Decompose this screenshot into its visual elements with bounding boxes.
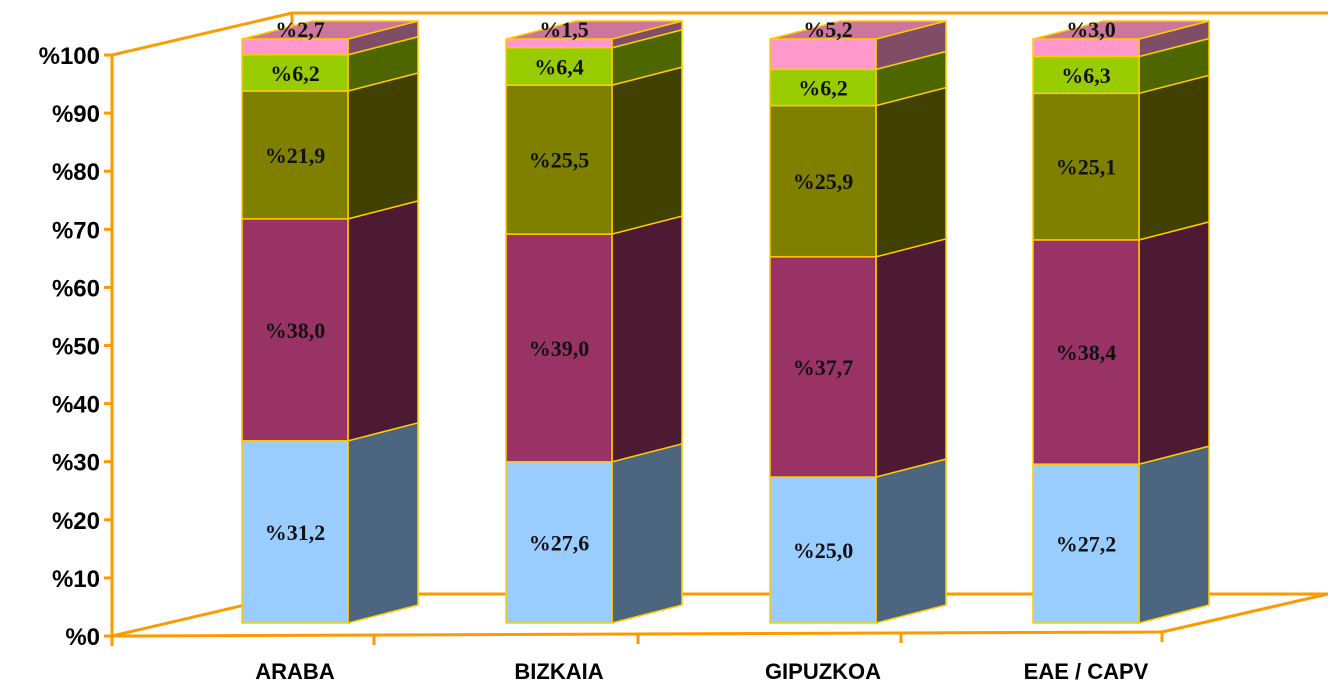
- data-label: %27,6: [529, 530, 590, 555]
- bar-segment: [505, 47, 613, 86]
- bar-segment: [769, 104, 877, 258]
- y-tick-label: %90: [52, 101, 100, 128]
- bar-stack: [769, 20, 947, 624]
- y-tick-label: %0: [65, 624, 100, 651]
- data-label: %25,0: [793, 538, 854, 563]
- data-label: %3,0: [1066, 17, 1116, 42]
- y-tick-label: %60: [52, 275, 100, 302]
- y-axis-ticks: %0 %10 %20 %30 %40 %50 %60 %70 %80 %90 %100: [39, 43, 112, 651]
- data-labels: %31,2 %38,0 %21,9 %6,2 %2,7 %27,6 %39,0 %25,5 %6…: [265, 17, 1117, 563]
- bar-segment: [1032, 55, 1140, 95]
- bar-segment: [505, 233, 613, 463]
- bar-segment-side: [875, 458, 947, 624]
- bar-segment: [1032, 463, 1140, 624]
- bar-segment-side: [611, 442, 683, 624]
- data-label: %38,4: [1056, 340, 1117, 365]
- bar-segment: [769, 256, 877, 478]
- data-label: %6,4: [534, 54, 584, 79]
- x-tick-label: BIZKAIA: [514, 659, 603, 684]
- bar-stack: [241, 20, 419, 624]
- y-tick-label: %80: [52, 159, 100, 186]
- y-tick-label: %50: [52, 334, 100, 361]
- floor-right-edge: [1161, 592, 1328, 634]
- y-tick-label: %40: [52, 392, 100, 419]
- data-label: %2,7: [275, 17, 325, 42]
- bar-segment-side: [611, 66, 683, 236]
- bar-segment: [241, 90, 349, 220]
- data-label: %5,2: [803, 17, 853, 42]
- bar-segment-side: [875, 86, 947, 258]
- bar-segment-side: [347, 72, 419, 220]
- bar-segment-side: [1138, 220, 1210, 466]
- data-label: %1,5: [539, 17, 589, 42]
- data-label: %27,2: [1056, 532, 1117, 557]
- y-tick-label: %30: [52, 450, 100, 477]
- bar-segment: [505, 461, 613, 624]
- bar-top-face: [241, 20, 419, 40]
- x-tick-label: ARABA: [255, 659, 335, 684]
- bar-segment-side: [875, 237, 947, 478]
- y-tick-label: %100: [39, 43, 100, 70]
- data-label: %21,9: [265, 143, 326, 168]
- bar-stack: [505, 20, 683, 624]
- bar-segment-side: [347, 421, 419, 624]
- data-label: %25,5: [529, 148, 590, 173]
- x-axis-ticks: ARABA BIZKAIA GIPUZKOA EAE / CAPV: [110, 632, 1164, 684]
- data-label: %31,2: [265, 520, 326, 545]
- x-tick-label: EAE / CAPV: [1024, 659, 1149, 684]
- x-tick-label: GIPUZKOA: [765, 659, 881, 684]
- data-label: %6,3: [1061, 63, 1111, 88]
- bar-top-face: [1032, 20, 1210, 40]
- y-tick-label: %70: [52, 217, 100, 244]
- bar-stack: [1032, 20, 1210, 624]
- bar-top-face: [505, 20, 683, 40]
- bar-segment-side: [1138, 445, 1210, 624]
- bar-segment-side: [1138, 74, 1210, 241]
- data-label: %6,2: [270, 61, 320, 86]
- data-label: %25,1: [1056, 155, 1117, 180]
- data-label: %25,9: [793, 169, 854, 194]
- bar-segment: [769, 38, 877, 71]
- data-label: %38,0: [265, 318, 326, 343]
- bar-top-face: [769, 20, 947, 40]
- bar-segment: [241, 440, 349, 624]
- data-label: %6,2: [798, 75, 848, 100]
- y-tick-label: %20: [52, 508, 100, 535]
- bar-segment: [1032, 239, 1140, 465]
- bar-segment-side: [611, 215, 683, 463]
- bars: [241, 20, 1210, 624]
- bar-segment: [769, 476, 877, 624]
- bar-segment: [505, 84, 613, 235]
- data-label: %37,7: [793, 355, 854, 380]
- y-tick-label: %10: [52, 566, 100, 593]
- bar-segment-side: [347, 199, 419, 442]
- data-label: %39,0: [529, 336, 590, 361]
